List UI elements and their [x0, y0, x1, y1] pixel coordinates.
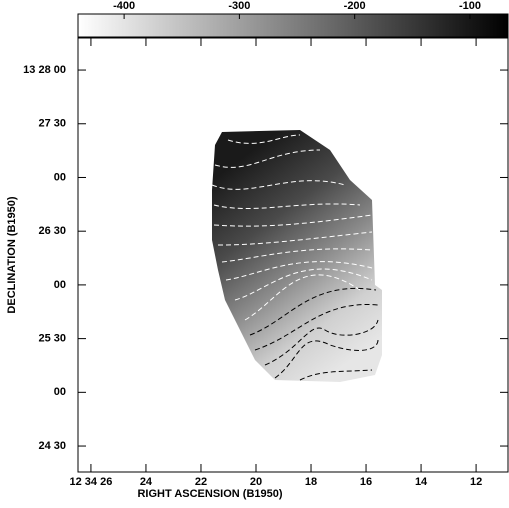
y-tick-label: 26 30: [38, 225, 66, 237]
colorbar-tick-label: -100: [459, 0, 481, 12]
y-tick-label: 00: [54, 171, 66, 183]
x-tick-label: 12 34 26: [70, 476, 113, 488]
x-tick-label: 18: [305, 476, 317, 488]
y-tick-label: 24 30: [38, 440, 66, 452]
y-tick-label: 27 30: [38, 118, 66, 130]
y-axis-label: DECLINATION (B1950): [6, 196, 18, 313]
colorbar-tick-label: -400: [113, 0, 135, 12]
y-tick-label: 00: [54, 279, 66, 291]
x-tick-label: 22: [195, 476, 207, 488]
x-axis-label: RIGHT ASCENSION (B1950): [137, 488, 282, 500]
x-tick-label: 24: [140, 476, 153, 488]
plot-frame: [77, 37, 509, 473]
x-tick-label: 12: [470, 476, 482, 488]
y-tick-label: 00: [54, 386, 66, 398]
y-tick-label: 25 30: [38, 333, 66, 345]
colorbar: [77, 13, 509, 38]
colorbar-tick-label: -200: [344, 0, 366, 12]
y-tick-label: 13 28 00: [23, 64, 66, 76]
velocity-field: [211, 130, 382, 382]
x-tick-label: 20: [250, 476, 262, 488]
x-tick-label: 14: [415, 476, 428, 488]
colorbar-tick-label: -300: [228, 0, 250, 12]
x-tick-label: 16: [360, 476, 372, 488]
